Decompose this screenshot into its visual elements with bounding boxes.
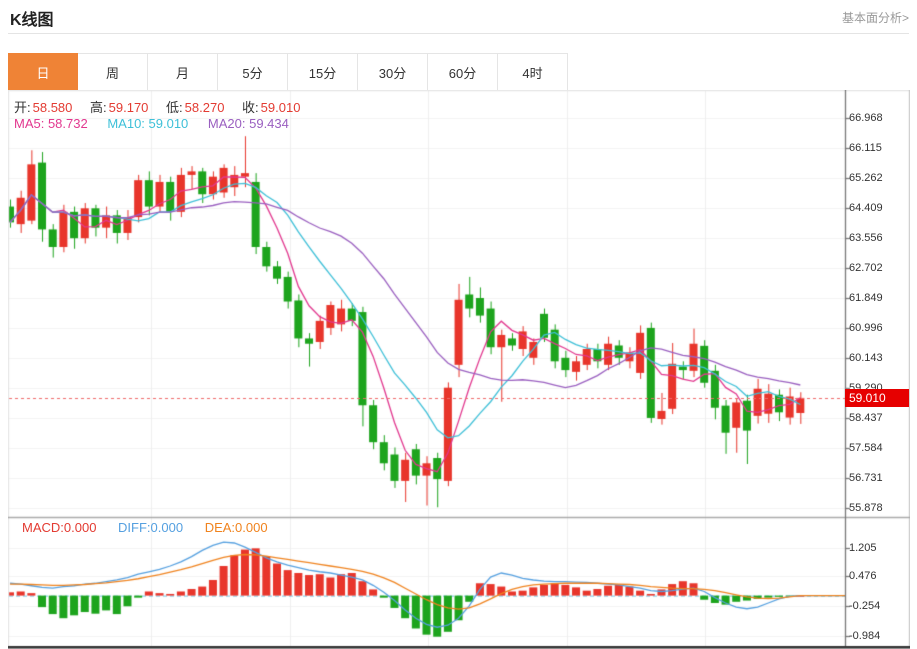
macd-axis-label: -0.984 [849, 630, 881, 642]
current-price-tag: 59.010 [845, 389, 909, 407]
page-title: K线图 [10, 12, 54, 29]
period-tabs: 日周月 5分 15分 30分 60分 4时 [8, 53, 568, 90]
tab-15分[interactable]: 15分 [288, 53, 358, 90]
price-axis-label: 61.849 [849, 292, 883, 304]
tab-5分[interactable]: 5分 [218, 53, 288, 90]
ma10-value: MA10: 59.010 [107, 116, 189, 131]
low-label: 低: [166, 100, 183, 115]
tab-日[interactable]: 日 [8, 53, 78, 90]
macd-axis-label: 1.205 [849, 542, 877, 554]
price-axis-label: 60.143 [849, 352, 883, 364]
tab-4时[interactable]: 4时 [498, 53, 568, 90]
price-axis-label: 56.731 [849, 472, 883, 484]
price-axis-label: 60.996 [849, 322, 883, 334]
macd-axis-label: 0.476 [849, 570, 877, 582]
price-axis-label: 57.584 [849, 442, 883, 454]
price-axis-label: 58.437 [849, 412, 883, 424]
price-axis-label: 66.968 [849, 112, 883, 124]
high-label: 高: [90, 100, 107, 115]
price-axis-label: 65.262 [849, 172, 883, 184]
high-value: 59.170 [108, 100, 149, 115]
macd-axis-label: -0.254 [849, 600, 881, 612]
price-axis-label: 64.409 [849, 202, 883, 214]
tab-60分[interactable]: 60分 [428, 53, 498, 90]
low-value: 58.270 [184, 100, 225, 115]
close-label: 收: [242, 100, 259, 115]
price-axis-label: 55.878 [849, 502, 883, 514]
price-axis-label: 62.702 [849, 262, 883, 274]
macd-readout: MACD:0.000 DIFF:0.000 DEA:0.000 [22, 520, 268, 535]
tab-月[interactable]: 月 [148, 53, 218, 90]
price-axis-label: 63.556 [849, 232, 883, 244]
open-label: 开: [14, 100, 31, 115]
diff-value: DIFF:0.000 [118, 520, 184, 535]
tab-30分[interactable]: 30分 [358, 53, 428, 90]
fundamental-analysis-link[interactable]: 基本面分析> [841, 11, 909, 25]
open-value: 58.580 [32, 100, 73, 115]
macd-value: MACD:0.000 [22, 520, 97, 535]
price-axis-label: 66.115 [849, 142, 882, 154]
ma5-value: MA5: 58.732 [14, 116, 88, 131]
close-value: 59.010 [260, 100, 301, 115]
header-divider [8, 33, 909, 34]
dea-value: DEA:0.000 [204, 520, 268, 535]
ma20-value: MA20: 59.434 [207, 116, 289, 131]
kline-chart-canvas[interactable] [8, 90, 910, 649]
tab-周[interactable]: 周 [78, 53, 148, 90]
ma-readout: MA5: 58.732 MA10: 59.010 MA20: 59.434 [14, 116, 289, 131]
ohlc-readout: 开: 58.580 高: 59.170 低: 58.270 收: 59.010 [14, 97, 314, 116]
